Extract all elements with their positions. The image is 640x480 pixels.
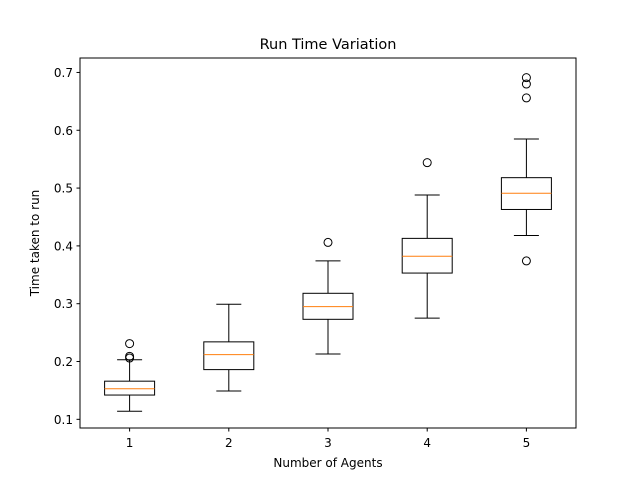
box-iqr — [104, 380, 156, 396]
box-iqr — [203, 341, 255, 371]
outlier-point — [323, 237, 333, 247]
box-group-5 — [500, 73, 552, 266]
outlier-point — [125, 351, 135, 361]
outlier-point — [521, 93, 531, 103]
box-group-2 — [203, 303, 255, 392]
box-iqr — [401, 237, 453, 274]
y-tick-label: 0.3 — [54, 297, 73, 311]
chart-title: Run Time Variation — [260, 37, 397, 53]
x-tick-label: 5 — [523, 436, 531, 450]
x-tick-label: 3 — [324, 436, 332, 450]
y-axis-label: Time taken to run — [28, 190, 42, 298]
y-tick-label: 0.1 — [54, 413, 73, 427]
outlier-point — [521, 79, 531, 89]
box-group-3 — [302, 237, 354, 355]
outlier-point — [125, 339, 135, 349]
outlier-point — [521, 73, 531, 83]
box-group-4 — [401, 158, 453, 319]
x-axis-label: Number of Agents — [273, 456, 382, 470]
y-tick-label: 0.2 — [54, 355, 73, 369]
plot-frame — [79, 57, 577, 429]
box-group-1 — [104, 339, 156, 412]
y-tick-label: 0.6 — [54, 124, 73, 138]
y-tick-label: 0.4 — [54, 239, 73, 253]
outlier-point — [521, 256, 531, 266]
axes: 1 2 3 4 5 0.1 0.2 0.3 0.4 0.5 0.6 0.7 — [54, 66, 530, 450]
plot-area — [104, 73, 552, 412]
x-tick-label: 1 — [126, 436, 134, 450]
x-tick-label: 4 — [423, 436, 431, 450]
x-tick-label: 2 — [225, 436, 233, 450]
outlier-point — [422, 158, 432, 168]
y-tick-label: 0.7 — [54, 66, 73, 80]
y-tick-label: 0.5 — [54, 182, 73, 196]
